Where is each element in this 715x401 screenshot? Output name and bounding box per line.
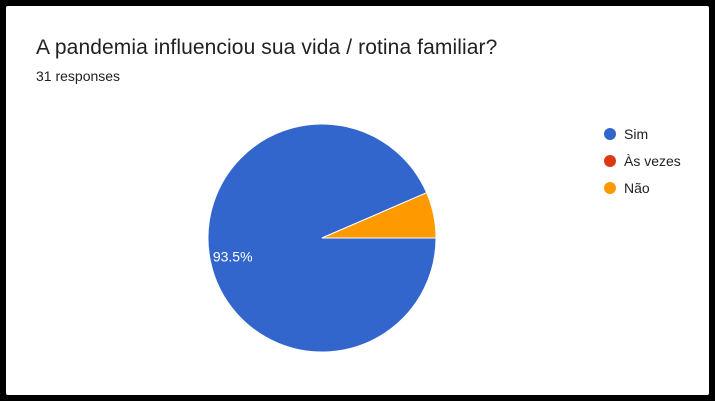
chart-title: A pandemia influenciou sua vida / rotina… [36,36,498,59]
legend-label: Não [624,180,650,196]
legend-label: Sim [624,126,649,142]
legend-item[interactable]: Sim [604,124,681,144]
legend-swatch-icon [604,128,616,140]
chart-card: A pandemia influenciou sua vida / rotina… [6,6,709,395]
pie-data-label: 93.5% [213,248,253,264]
legend-swatch-icon [604,182,616,194]
pie-slice-não[interactable] [321,192,437,239]
pie-chart: 93.5% [207,123,437,353]
legend-label: Às vezes [624,153,681,169]
response-count: 31 responses [36,68,121,84]
chart-legend: Sim Às vezes Não [604,124,681,205]
legend-item[interactable]: Às vezes [604,151,681,171]
legend-swatch-icon [604,155,616,167]
legend-item[interactable]: Não [604,178,681,198]
